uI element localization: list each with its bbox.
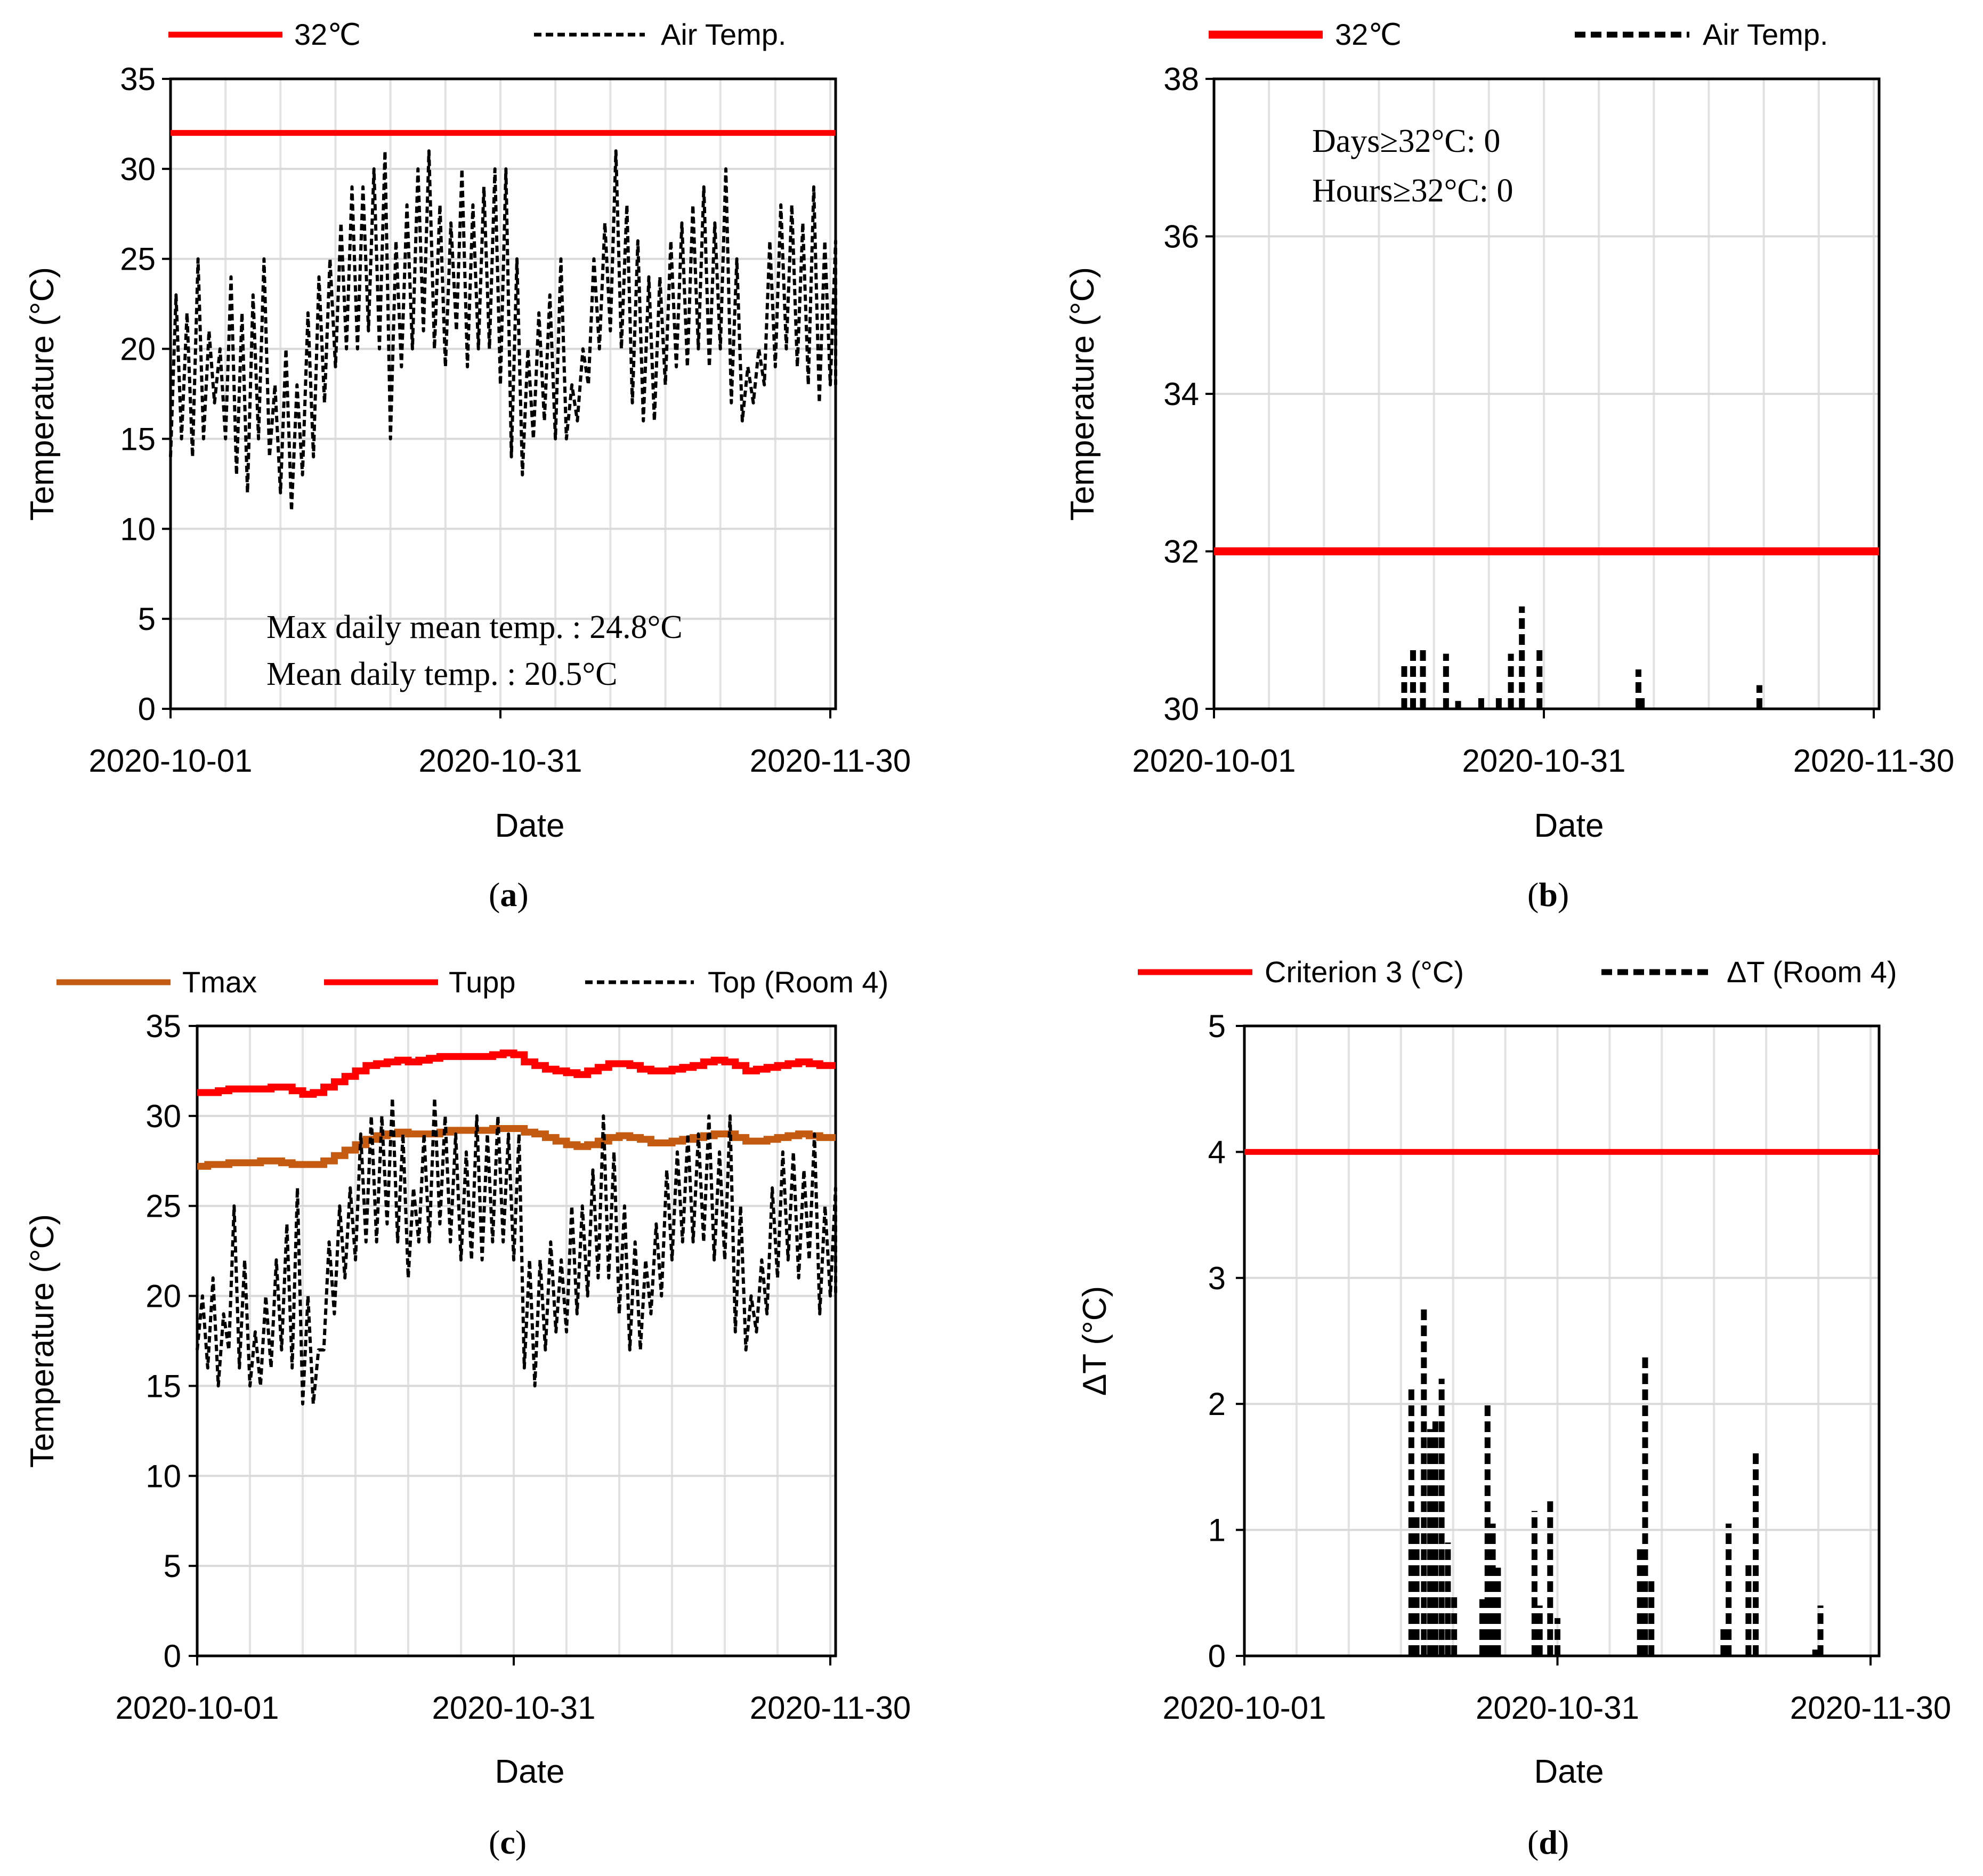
panel-c: 0 5 10 15 20 25 30 35 2020-10-01 2020-10-31 2020-… — [24, 965, 911, 1861]
y-tick-label: 20 — [120, 331, 156, 367]
y-axis-title-a: Temperature (°C) — [24, 267, 61, 521]
annotation-mean-daily: Mean daily temp. : 20.5°C — [266, 656, 617, 692]
y-tick-label: 15 — [120, 421, 156, 457]
legend-label-top-room4: Top (Room 4) — [708, 965, 888, 999]
y-tick-label: 3 — [1208, 1260, 1226, 1296]
y-tick-label: 20 — [145, 1279, 181, 1314]
annotation-days-above-32: Days≥32°C: 0 — [1312, 123, 1500, 159]
x-tick-label: 2020-10-01 — [1132, 743, 1296, 779]
series-air-temp — [169, 149, 837, 513]
x-tick-label: 2020-10-01 — [116, 1690, 279, 1726]
series-tmax — [197, 1125, 836, 1170]
series-tupp — [197, 1049, 836, 1098]
x-axis-title-b: Date — [1534, 807, 1604, 844]
y-tick-label: 38 — [1163, 61, 1199, 97]
y-tick-label: 5 — [1208, 1008, 1226, 1044]
legend-label-tupp: Tupp — [449, 965, 516, 999]
y-tick-label: 30 — [145, 1098, 181, 1134]
y-tick-label: 25 — [145, 1188, 181, 1224]
x-axis-title-d: Date — [1534, 1753, 1604, 1790]
panel-a: 0 5 10 15 20 25 30 35 2020-10-01 2020-10-31 2020-… — [24, 18, 911, 913]
y-tick-label: 15 — [145, 1368, 181, 1404]
panel-d: 0 1 2 3 4 5 2020-10-01 2020-10-31 2020-11-30 Cr… — [1077, 955, 1951, 1861]
plot-area-a — [169, 77, 837, 710]
legend-label-air-temp: Air Temp. — [661, 18, 786, 51]
series-top-room-4 — [196, 1096, 837, 1406]
y-tick-label: 10 — [145, 1458, 181, 1494]
panel-b: 30 32 34 36 38 2020-10-01 2020-10-31 2020-11-3… — [1064, 18, 1954, 913]
y-tick-label: 30 — [120, 151, 156, 187]
y-tick-label: 34 — [1163, 376, 1199, 412]
y-tick-label: 10 — [120, 511, 156, 547]
y-tick-label: 32 — [1163, 534, 1199, 570]
y-tick-label: 5 — [138, 601, 156, 637]
x-tick-label: 2020-11-30 — [1793, 743, 1954, 779]
y-tick-label: 0 — [164, 1638, 181, 1674]
legend-label-air-temp: Air Temp. — [1703, 18, 1828, 51]
x-tick-label: 2020-10-31 — [1462, 743, 1626, 779]
plot-area-d — [1243, 1024, 1881, 1657]
annotation-hours-above-32: Hours≥32°C: 0 — [1312, 173, 1513, 209]
panel-label-b: (b) — [1527, 876, 1569, 913]
x-tick-label: 2020-11-30 — [1790, 1690, 1951, 1726]
panel-label-d: (d) — [1527, 1823, 1569, 1861]
y-tick-label: 5 — [164, 1548, 181, 1584]
y-tick-label: 30 — [1163, 691, 1199, 727]
x-tick-label: 2020-10-01 — [1163, 1690, 1326, 1726]
y-tick-label: 1 — [1208, 1513, 1226, 1548]
y-tick-label: 0 — [138, 691, 156, 727]
x-tick-label: 2020-10-31 — [419, 743, 582, 779]
y-tick-label: 2 — [1208, 1386, 1226, 1422]
x-tick-label: 2020-11-30 — [750, 1690, 911, 1726]
legend-label-delta-t: ΔT (Room 4) — [1727, 955, 1897, 989]
x-tick-label: 2020-10-31 — [432, 1690, 596, 1726]
panel-label-c: (c) — [489, 1823, 527, 1861]
x-tick-label: 2020-11-30 — [750, 743, 911, 779]
x-tick-label: 2020-10-01 — [89, 743, 253, 779]
panel-label-a: (a) — [489, 876, 529, 913]
x-axis-title-a: Date — [495, 807, 565, 844]
y-axis-title-d: ΔT (°C) — [1077, 1286, 1113, 1396]
y-tick-label: 35 — [120, 61, 156, 97]
x-tick-label: 2020-10-31 — [1476, 1690, 1639, 1726]
y-tick-label: 0 — [1208, 1638, 1226, 1674]
y-tick-label: 4 — [1208, 1134, 1226, 1170]
legend-label-32c: 32℃ — [294, 18, 361, 51]
legend-label-tmax: Tmax — [182, 965, 257, 999]
y-tick-label: 36 — [1163, 219, 1199, 255]
y-axis-title-c: Temperature (°C) — [24, 1214, 61, 1468]
y-tick-label: 25 — [120, 241, 156, 277]
y-tick-label: 35 — [145, 1008, 181, 1044]
x-axis-title-c: Date — [495, 1753, 565, 1790]
y-axis-title-b: Temperature (°C) — [1064, 267, 1101, 521]
legend-label-32c: 32℃ — [1335, 18, 1402, 51]
legend-label-criterion3: Criterion 3 (°C) — [1265, 955, 1464, 989]
plot-area-c — [196, 1024, 837, 1657]
annotation-max-daily-mean: Max daily mean temp. : 24.8°C — [266, 609, 683, 645]
